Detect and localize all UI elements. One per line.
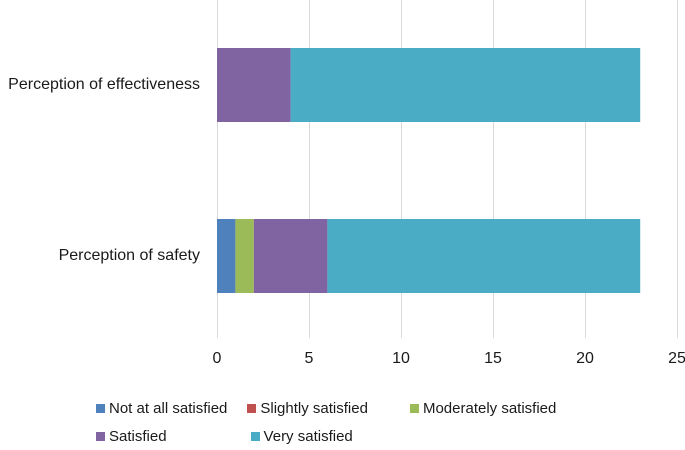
legend-label: Moderately satisfied [422, 399, 557, 417]
legend-swatch [409, 403, 419, 413]
legend-item-very-satisfied: Very satisfied [250, 427, 353, 445]
bar-segment-not-at-all-satisfied [217, 219, 236, 293]
legend-swatch [250, 431, 260, 441]
x-tick-label: 5 [304, 350, 314, 367]
legend: Not at all satisfied Slightly satisfied … [96, 394, 656, 450]
legend-swatch [96, 403, 105, 413]
legend-label: Very satisfied [263, 427, 353, 445]
bar-segment-satisfied [217, 48, 291, 122]
category-label-effectiveness: Perception of effectiveness [8, 76, 200, 93]
bar-segment-satisfied [253, 219, 328, 293]
bar-segment-moderately-satisfied [235, 219, 254, 293]
legend-swatch [96, 431, 105, 441]
x-tick-label: 25 [668, 350, 685, 367]
category-label-safety: Perception of safety [58, 247, 200, 264]
legend-item-moderately-satisfied: Moderately satisfied [409, 399, 557, 417]
bar-segment-very-satisfied [290, 48, 641, 122]
legend-swatch [247, 403, 257, 413]
legend-item-not-at-all-satisfied: Not at all satisfied [96, 400, 227, 417]
x-tick-label: 10 [392, 350, 410, 367]
x-tick-label: 0 [212, 350, 222, 367]
x-tick-label: 20 [576, 350, 594, 367]
legend-item-slightly-satisfied: Slightly satisfied [247, 400, 368, 417]
bar-segment-very-satisfied [327, 219, 641, 293]
x-tick-label: 15 [484, 350, 502, 367]
legend-label: Not at all satisfied [109, 399, 228, 417]
legend-item-satisfied: Satisfied [96, 428, 167, 445]
legend-label: Satisfied [109, 427, 167, 445]
legend-label: Slightly satisfied [260, 399, 368, 417]
